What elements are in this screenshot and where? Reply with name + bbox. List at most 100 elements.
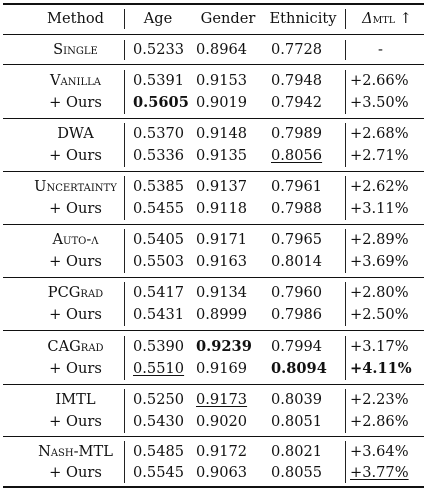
cell-gender: 0.9163 <box>196 253 248 270</box>
cell-ethnicity: 0.7988 <box>271 200 323 217</box>
cell-gender: 0.9020 <box>196 413 248 430</box>
cell-gender: 0.8999 <box>196 306 248 323</box>
cell-gender: 0.9172 <box>196 443 248 460</box>
cell-gender: 0.8964 <box>196 41 248 58</box>
method-name: PCGrad <box>47 284 104 301</box>
cell-delta: +2.23% <box>350 391 409 408</box>
cell-delta: +3.17% <box>350 338 409 355</box>
cell-ethnicity: 0.8039 <box>271 391 323 408</box>
cell-age: 0.5405 <box>133 231 185 248</box>
cell-gender: 0.9134 <box>196 284 248 301</box>
method-ours-label: + Ours <box>49 360 102 377</box>
cell-age: 0.5385 <box>133 178 185 195</box>
group-rule <box>3 436 424 437</box>
cell-age: 0.5485 <box>133 443 185 460</box>
cell-delta: +2.66% <box>350 72 409 89</box>
method-name: Nash-MTL <box>38 443 113 460</box>
cell-delta: +2.62% <box>350 178 409 195</box>
header-delta-mtl: ΔMTL ↑ <box>352 10 422 30</box>
up-arrow-icon: ↑ <box>399 10 412 27</box>
column-separator <box>345 229 346 273</box>
column-separator <box>124 40 125 60</box>
cell-ethnicity-best: 0.8094 <box>271 360 327 377</box>
method-ours-label: + Ours <box>49 94 102 111</box>
cell-ethnicity: 0.8055 <box>271 464 323 481</box>
method-ours-label: + Ours <box>49 200 102 217</box>
cell-delta: +2.86% <box>350 413 409 430</box>
column-separator <box>345 9 346 29</box>
cell-delta: +3.50% <box>350 94 409 111</box>
method-name: Auto-λ <box>52 231 99 248</box>
cell-age: 0.5391 <box>133 72 185 89</box>
cell-age: 0.5390 <box>133 338 185 355</box>
column-separator <box>124 336 125 380</box>
cell-ethnicity: 0.7960 <box>271 284 323 301</box>
cell-ethnicity: 0.8021 <box>271 443 323 460</box>
cell-delta: +2.50% <box>350 306 409 323</box>
column-separator <box>345 123 346 167</box>
column-separator <box>345 389 346 433</box>
cell-ethnicity: 0.7989 <box>271 125 323 142</box>
cell-age: 0.5233 <box>133 41 185 58</box>
cell-ethnicity: 0.7948 <box>271 72 323 89</box>
cell-delta: +2.80% <box>350 284 409 301</box>
cell-gender: 0.9019 <box>196 94 248 111</box>
cell-ethnicity: 0.7994 <box>271 338 323 355</box>
column-separator <box>124 176 125 220</box>
delta-subscript: MTL <box>372 15 396 26</box>
cell-gender: 0.9118 <box>196 200 248 217</box>
method-name: CAGrad <box>47 338 104 355</box>
cell-delta: - <box>378 41 383 58</box>
cell-gender-best: 0.9239 <box>196 338 252 355</box>
group-rule <box>3 330 424 331</box>
cell-delta-second-best: +3.77% <box>350 464 409 481</box>
group-rule <box>3 171 424 172</box>
cell-gender-second-best: 0.9173 <box>196 391 248 408</box>
cell-ethnicity: 0.7728 <box>271 41 323 58</box>
cell-delta-best: +4.11% <box>350 360 412 377</box>
cell-gender: 0.9137 <box>196 178 248 195</box>
cell-gender: 0.9148 <box>196 125 248 142</box>
cell-delta: +2.71% <box>350 147 409 164</box>
cell-delta: +3.69% <box>350 253 409 270</box>
column-separator <box>124 389 125 433</box>
group-rule <box>3 277 424 278</box>
column-separator <box>345 282 346 326</box>
cell-gender: 0.9171 <box>196 231 248 248</box>
method-single: Single <box>53 41 98 58</box>
column-separator <box>124 123 125 167</box>
cell-gender: 0.9153 <box>196 72 248 89</box>
method-name: Uncertainty <box>34 178 117 195</box>
method-ours-label: + Ours <box>49 253 102 270</box>
cell-age: 0.5431 <box>133 306 185 323</box>
header-method: Method <box>47 10 104 27</box>
header-gender: Gender <box>200 10 256 27</box>
method-ours-label: + Ours <box>49 464 102 481</box>
column-separator <box>345 40 346 60</box>
bottom-rule <box>3 486 424 488</box>
cell-gender: 0.9135 <box>196 147 248 164</box>
cell-age: 0.5430 <box>133 413 185 430</box>
column-separator <box>345 176 346 220</box>
cell-ethnicity: 0.8014 <box>271 253 323 270</box>
column-separator <box>124 229 125 273</box>
cell-age-best: 0.5605 <box>133 94 189 111</box>
column-separator <box>345 336 346 380</box>
cell-delta: +3.64% <box>350 443 409 460</box>
cell-age: 0.5503 <box>133 253 185 270</box>
cell-age-second-best: 0.5510 <box>133 360 185 377</box>
cell-delta: +3.11% <box>350 200 409 217</box>
cell-delta: +2.89% <box>350 231 409 248</box>
header-ethnicity: Ethnicity <box>269 10 337 27</box>
group-rule <box>3 64 424 65</box>
method-name: DWA <box>57 125 94 142</box>
cell-ethnicity: 0.7961 <box>271 178 323 195</box>
method-name: Vanilla <box>50 72 101 89</box>
cell-age: 0.5545 <box>133 464 185 481</box>
method-name: IMTL <box>55 391 96 408</box>
column-separator <box>124 282 125 326</box>
delta-symbol: Δ <box>362 10 373 27</box>
header-rule <box>3 34 424 35</box>
cell-age: 0.5336 <box>133 147 185 164</box>
column-separator <box>345 441 346 483</box>
